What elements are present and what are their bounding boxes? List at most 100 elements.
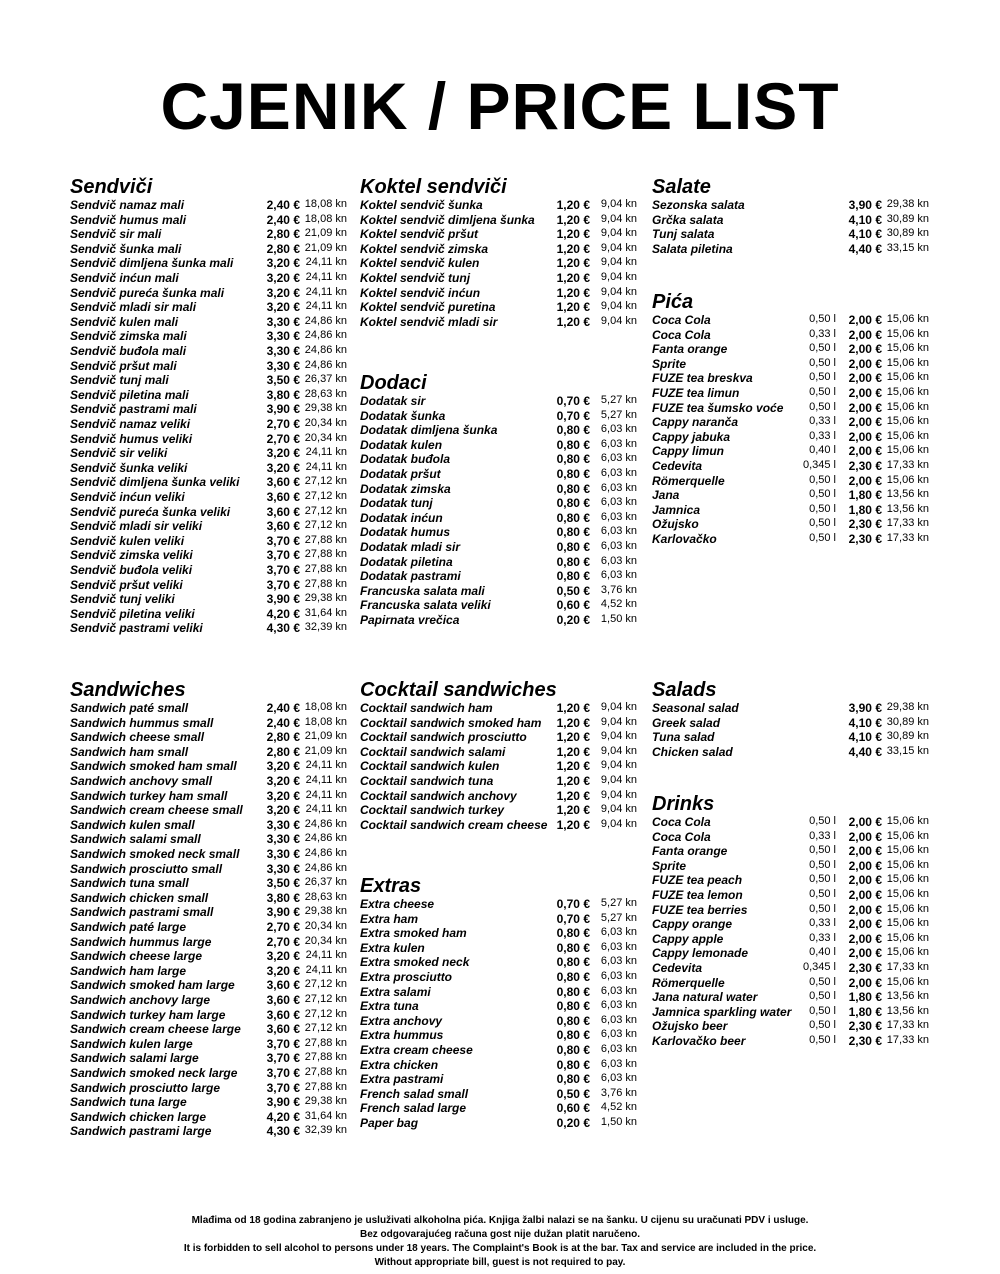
item-name: Sendvič buđola mali — [70, 344, 187, 358]
item-price-eur: 2,00 € — [848, 356, 882, 371]
item-price-kn: 15,06 kn — [886, 400, 929, 413]
item-volume: 0,50 l — [809, 1019, 836, 1032]
item-price-eur: 2,00 € — [848, 917, 882, 932]
item-name: Sandwich ham large — [70, 963, 187, 978]
section-title: Koktel sendviči — [360, 176, 507, 198]
item-price-kn: 6,03 kn — [600, 926, 637, 939]
item-name: Karlovačko — [652, 532, 717, 546]
item-name: Sandwich anchovy large — [70, 993, 211, 1007]
item-price-eur: 0,80 € — [556, 1043, 590, 1057]
item-price-kn: 24,11 kn — [305, 300, 347, 313]
item-price-eur: 0,80 € — [556, 1072, 590, 1087]
item-price-eur: 3,60 € — [266, 1007, 300, 1022]
item-price-kn: 4,52 kn — [600, 1101, 637, 1114]
section-title: Salads — [652, 679, 717, 701]
item-name: Cappy lemonade — [652, 946, 749, 961]
item-name: Sendvič humus mali — [70, 212, 187, 227]
item-price-kn: 6,03 kn — [600, 984, 637, 997]
item-volume: 0,50 l — [809, 815, 836, 827]
item-name: Sandwich hummus small — [70, 715, 214, 730]
item-price-eur: 3,70 € — [266, 533, 300, 548]
item-price-eur: 0,80 € — [556, 1013, 590, 1028]
item-price-kn: 21,09 kn — [304, 744, 347, 757]
item-price-kn: 3,76 kn — [600, 1086, 637, 1099]
item-name: Dodatak pastrami — [360, 569, 461, 584]
item-price-kn: 13,56 kn — [886, 990, 929, 1003]
item-name: Sendvič sir veliki — [70, 446, 168, 461]
item-price-eur: 3,30 € — [266, 832, 300, 847]
item-volume: 0,50 l — [809, 488, 836, 501]
item-price-kn: 29,38 kn — [304, 905, 347, 918]
item-name: Dodatak dimljena šunka — [360, 423, 498, 438]
section-title: Cocktail sandwiches — [360, 679, 557, 701]
item-price-eur: 3,20 € — [266, 803, 300, 818]
item-name: Koktel sendvič puretina — [360, 300, 496, 315]
item-price-kn: 15,06 kn — [886, 917, 929, 930]
item-price-eur: 2,30 € — [848, 961, 882, 975]
item-name: Cocktail sandwich prosciutto — [360, 730, 527, 745]
item-price-eur: 3,20 € — [266, 300, 300, 315]
item-price-kn: 9,04 kn — [600, 198, 637, 210]
item-price-eur: 3,60 € — [266, 1022, 300, 1037]
item-name: Sendvič piletina veliki — [70, 606, 195, 621]
item-name: Koktel sendvič kulen — [360, 256, 480, 271]
item-name: Cocktail sandwich tuna — [360, 774, 494, 788]
item-price-eur: 3,30 € — [266, 314, 300, 329]
item-price-eur: 0,80 € — [556, 926, 590, 941]
item-name: Sendvič inćun mali — [70, 271, 179, 285]
item-price-kn: 27,12 kn — [304, 1007, 347, 1020]
item-name: Dodatak inćun — [360, 510, 443, 525]
item-name: Francuska salata veliki — [360, 598, 491, 613]
item-name: FUZE tea limun — [652, 386, 740, 400]
item-price-eur: 1,20 € — [556, 285, 590, 300]
item-price-eur: 0,80 € — [556, 940, 590, 955]
item-price-eur: 4,10 € — [848, 730, 882, 745]
item-price-eur: 1,20 € — [556, 227, 590, 242]
item-price-kn: 6,03 kn — [600, 452, 637, 465]
item-name: French salad small — [360, 1086, 469, 1101]
item-name: Extra ham — [360, 911, 419, 926]
item-name: Sandwich cheese large — [70, 949, 203, 964]
item-price-kn: 9,04 kn — [600, 715, 637, 728]
item-name: Römerquelle — [652, 473, 725, 488]
item-price-kn: 24,86 kn — [304, 358, 347, 371]
item-price-eur: 0,60 € — [556, 1101, 590, 1116]
item-price-kn: 6,03 kn — [600, 423, 637, 436]
item-price-eur: 4,10 € — [848, 227, 882, 242]
item-price-kn: 9,04 kn — [600, 788, 637, 801]
item-price-kn: 6,03 kn — [600, 525, 637, 538]
item-name: Sandwich smoked neck small — [70, 847, 240, 861]
item-price-eur: 2,80 € — [266, 241, 300, 256]
item-volume: 0,50 l — [809, 342, 836, 355]
item-price-eur: 1,20 € — [556, 271, 590, 285]
item-price-kn: 27,88 kn — [304, 1036, 347, 1049]
item-name: Extra prosciutto — [360, 970, 453, 984]
item-price-kn: 15,06 kn — [886, 386, 929, 398]
item-name: Sandwich tuna large — [70, 1095, 187, 1110]
item-name: Sandwich paté large — [70, 920, 187, 934]
item-price-kn: 24,86 kn — [304, 344, 347, 356]
item-volume: 0,33 l — [809, 429, 836, 442]
item-name: Jamnica sparkling water — [652, 1004, 792, 1019]
item-price-eur: 3,30 € — [266, 861, 300, 876]
item-name: Coca Cola — [652, 829, 711, 844]
item-price-eur: 2,00 € — [848, 931, 882, 946]
item-price-eur: 3,90 € — [848, 198, 882, 212]
item-price-kn: 24,86 kn — [304, 314, 347, 327]
item-name: Sezonska salata — [652, 198, 745, 212]
item-price-kn: 20,34 kn — [304, 431, 347, 444]
item-price-eur: 3,70 € — [266, 1051, 300, 1066]
item-price-kn: 24,86 kn — [304, 832, 347, 845]
item-name: Sandwich smoked ham small — [70, 759, 237, 774]
item-price-eur: 0,80 € — [556, 525, 590, 540]
item-price-eur: 0,80 € — [556, 510, 590, 525]
item-price-eur: 2,30 € — [848, 532, 882, 546]
item-price-kn: 15,06 kn — [886, 444, 929, 457]
item-name: Sandwich turkey ham small — [70, 788, 228, 803]
item-name: Greek salad — [652, 715, 721, 730]
item-price-eur: 4,10 € — [848, 715, 882, 730]
item-name: Sendvič piletina mali — [70, 387, 189, 402]
item-price-eur: 2,00 € — [848, 327, 882, 342]
item-price-kn: 9,04 kn — [600, 774, 637, 786]
item-name: Sandwich prosciutto small — [70, 861, 223, 876]
